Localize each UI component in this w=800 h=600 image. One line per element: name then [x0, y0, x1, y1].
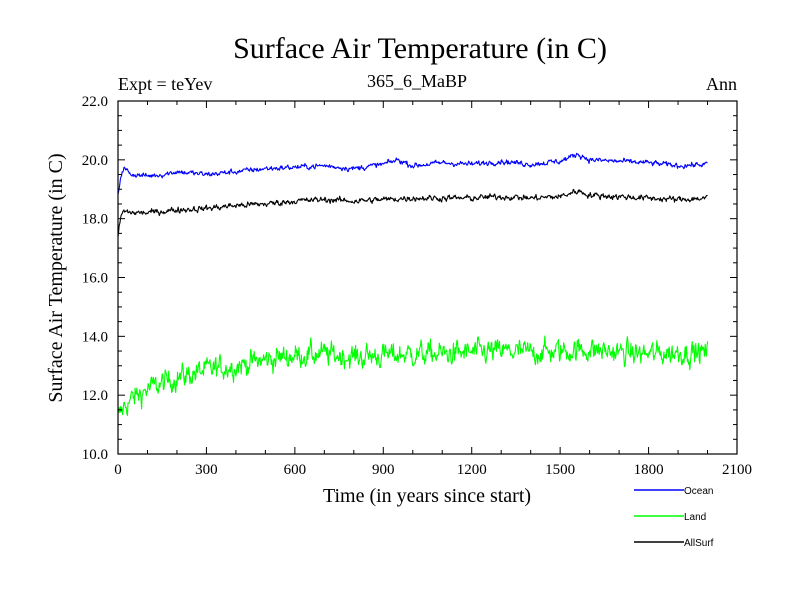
x-tick-label: 900	[372, 462, 395, 478]
legend-label-allsurf: AllSurf	[684, 538, 714, 549]
series-line-allsurf	[118, 188, 708, 237]
series-line-ocean	[118, 152, 708, 195]
x-tick-label: 2100	[722, 462, 752, 478]
y-tick-label: 14.0	[82, 329, 108, 345]
y-tick-label: 16.0	[82, 271, 108, 287]
legend-label-ocean: Ocean	[684, 486, 713, 497]
x-tick-label: 300	[195, 462, 218, 478]
legend-label-land: Land	[684, 512, 706, 523]
chart-subtitle: 365_6_MaBP	[367, 71, 467, 91]
experiment-label: Expt = teYev	[118, 74, 212, 94]
y-axis-label: Surface Air Temperature (in C)	[45, 153, 67, 402]
plot-frame	[117, 100, 738, 455]
x-tick-label: 1800	[634, 462, 664, 478]
y-tick-label: 10.0	[82, 447, 108, 463]
legend: Ocean Land AllSurf	[634, 486, 714, 549]
x-tick-label: 1500	[545, 462, 575, 478]
y-tick-label: 22.0	[82, 94, 108, 110]
period-label: Ann	[706, 74, 737, 94]
chart-title: Surface Air Temperature (in C)	[233, 32, 607, 65]
x-tick-label: 600	[284, 462, 307, 478]
series-line-land	[118, 335, 709, 416]
x-axis-label: Time (in years since start)	[323, 485, 531, 507]
y-tick-label: 20.0	[82, 153, 108, 169]
y-tick-label: 12.0	[82, 388, 108, 404]
x-tick-label: 0	[114, 462, 122, 478]
y-tick-label: 18.0	[82, 212, 108, 228]
x-tick-label: 1200	[457, 462, 487, 478]
